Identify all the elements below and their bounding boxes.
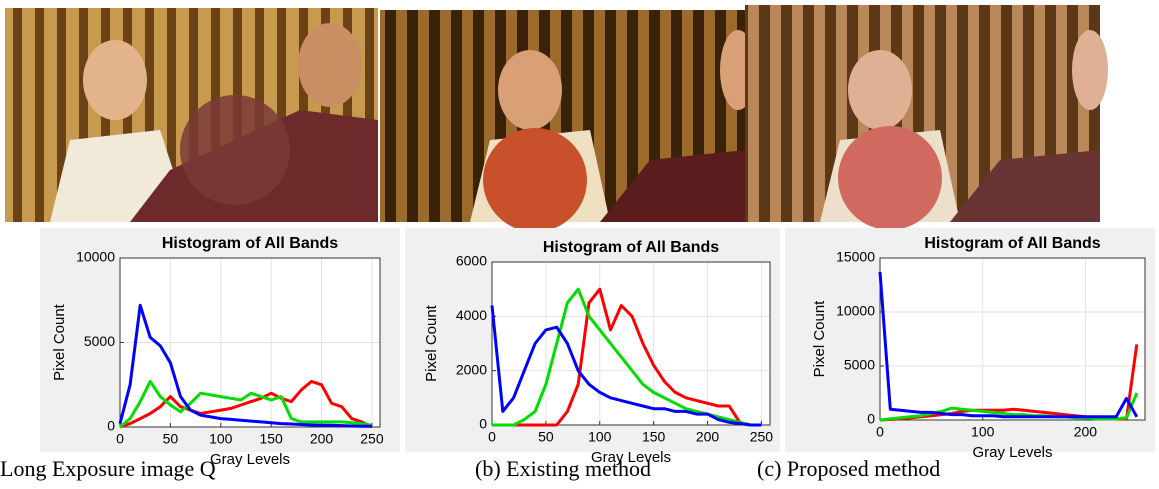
x-tick-label: 150 [259,431,283,447]
x-tick-label: 50 [163,431,179,447]
caption: (c) Proposed method [757,456,940,481]
y-tick-label: 10000 [76,249,115,265]
x-tick-label: 100 [588,429,612,445]
x-axis-label: Gray Levels [210,451,290,468]
photo [5,8,378,222]
x-tick-label: 200 [310,431,334,447]
page: Long Exposure image Q (b) Existing metho… [0,0,1159,489]
plot-area [880,258,1145,420]
chart-title: Histogram of All Bands [162,235,338,252]
x-tick-label: 250 [750,429,774,445]
photo [745,5,1108,230]
y-tick-label: 6000 [456,253,487,269]
x-tick-label: 200 [696,429,720,445]
y-tick-label: 15000 [836,249,875,265]
chart-title: Histogram of All Bands [543,239,719,256]
y-tick-label: 0 [479,416,487,432]
y-axis-label: Pixel Count [811,300,828,378]
x-tick-label: 100 [971,424,995,440]
y-tick-label: 0 [107,418,115,434]
y-axis-label: Pixel Count [51,303,68,381]
y-axis-label: Pixel Count [423,304,440,382]
figure: Long Exposure image Q (b) Existing metho… [0,0,1159,484]
photo [380,10,756,232]
x-axis-label: Gray Levels [591,449,671,466]
y-tick-label: 5000 [844,357,875,373]
x-tick-label: 50 [538,429,554,445]
y-tick-label: 0 [867,411,875,427]
x-tick-label: 250 [360,431,384,447]
x-tick-label: 0 [488,429,496,445]
x-tick-label: 200 [1074,424,1098,440]
chart-title: Histogram of All Bands [924,235,1100,252]
x-tick-label: 0 [876,424,884,440]
y-tick-label: 2000 [456,361,487,377]
y-tick-label: 5000 [84,333,115,349]
y-tick-label: 10000 [836,303,875,319]
caption: Long Exposure image Q [0,456,216,481]
x-tick-label: 100 [209,431,233,447]
x-axis-label: Gray Levels [972,444,1052,461]
x-tick-label: 0 [116,431,124,447]
y-tick-label: 4000 [456,307,487,323]
x-tick-label: 150 [642,429,666,445]
